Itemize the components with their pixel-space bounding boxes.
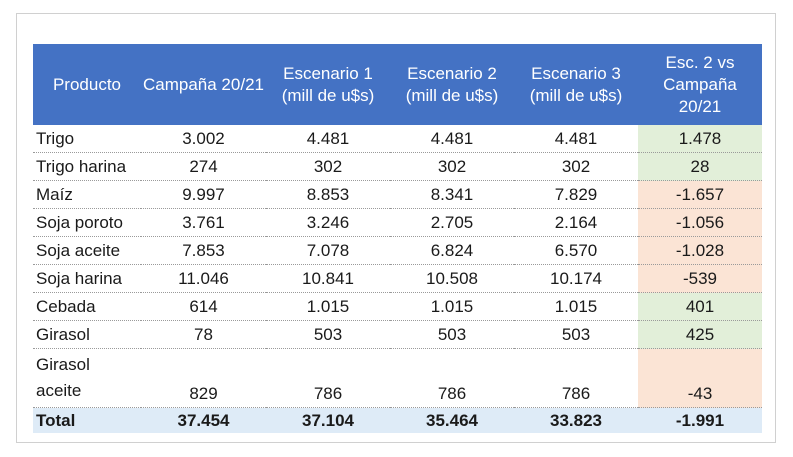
cell-producto: Cebada	[33, 292, 141, 321]
cell-escenario-2: 302	[390, 152, 514, 181]
cell-producto: Soja harina	[33, 264, 141, 293]
cell-campana: 829	[141, 348, 266, 408]
cell-escenario-3: 2.164	[514, 208, 638, 237]
header-row: Producto Campaña 20/21 Escenario 1 (mill…	[33, 44, 762, 125]
cell-escenario-1: 503	[266, 320, 390, 349]
cell-campana: 11.046	[141, 264, 266, 293]
cell-escenario-2: 786	[390, 348, 514, 408]
table-row: Soja harina 11.046 10.841 10.508 10.174 -539	[33, 264, 762, 293]
header-escenario-2: Escenario 2 (mill de u$s)	[390, 44, 514, 125]
table-row: Soja poroto 3.761 3.246 2.705 2.164 -1.056	[33, 208, 762, 237]
cell-escenario-1: 4.481	[266, 125, 390, 153]
cell-escenario-1: 8.853	[266, 180, 390, 209]
total-cell-campana: 37.454	[141, 407, 266, 433]
cell-diff: -1.657	[638, 180, 762, 209]
cell-producto: Girasol	[33, 320, 141, 349]
cell-producto: Girasol aceite	[33, 348, 141, 408]
cell-campana: 274	[141, 152, 266, 181]
table-row: Girasol 78 503 503 503 425	[33, 320, 762, 349]
cell-escenario-2: 6.824	[390, 236, 514, 265]
total-cell-diff: -1.991	[638, 407, 762, 433]
cell-escenario-3: 1.015	[514, 292, 638, 321]
total-row: Total 37.454 37.104 35.464 33.823 -1.991	[33, 407, 762, 433]
cell-escenario-2: 10.508	[390, 264, 514, 293]
table-row: Maíz 9.997 8.853 8.341 7.829 -1.657	[33, 180, 762, 209]
cell-producto: Soja poroto	[33, 208, 141, 237]
cell-diff: -539	[638, 264, 762, 293]
cell-escenario-2: 503	[390, 320, 514, 349]
cell-campana: 78	[141, 320, 266, 349]
header-producto: Producto	[33, 44, 141, 125]
table-row: Trigo harina 274 302 302 302 28	[33, 152, 762, 181]
cell-diff: -43	[638, 348, 762, 408]
cell-diff: -1.056	[638, 208, 762, 237]
cell-escenario-1: 7.078	[266, 236, 390, 265]
cell-escenario-3: 7.829	[514, 180, 638, 209]
cell-escenario-1: 10.841	[266, 264, 390, 293]
total-cell-escenario-2: 35.464	[390, 407, 514, 433]
cell-escenario-1: 786	[266, 348, 390, 408]
header-diff: Esc. 2 vs Campaña 20/21	[638, 44, 762, 125]
cell-escenario-2: 1.015	[390, 292, 514, 321]
cell-escenario-1: 1.015	[266, 292, 390, 321]
exports-table: Producto Campaña 20/21 Escenario 1 (mill…	[33, 44, 762, 433]
cell-escenario-3: 786	[514, 348, 638, 408]
cell-escenario-3: 6.570	[514, 236, 638, 265]
header-escenario-1: Escenario 1 (mill de u$s)	[266, 44, 390, 125]
cell-producto: Maíz	[33, 180, 141, 209]
cell-escenario-3: 4.481	[514, 125, 638, 153]
cell-campana: 7.853	[141, 236, 266, 265]
cell-campana: 9.997	[141, 180, 266, 209]
cell-campana: 614	[141, 292, 266, 321]
cell-producto: Soja aceite	[33, 236, 141, 265]
total-cell-escenario-3: 33.823	[514, 407, 638, 433]
header-campana: Campaña 20/21	[141, 44, 266, 125]
cell-campana: 3.761	[141, 208, 266, 237]
table-row: Cebada 614 1.015 1.015 1.015 401	[33, 292, 762, 321]
cell-producto: Trigo harina	[33, 152, 141, 181]
cell-escenario-1: 302	[266, 152, 390, 181]
cell-producto: Trigo	[33, 125, 141, 153]
cell-escenario-2: 8.341	[390, 180, 514, 209]
cell-escenario-2: 4.481	[390, 125, 514, 153]
cell-campana: 3.002	[141, 125, 266, 153]
header-escenario-3: Escenario 3 (mill de u$s)	[514, 44, 638, 125]
table-row: Trigo 3.002 4.481 4.481 4.481 1.478	[33, 125, 762, 153]
cell-escenario-1: 3.246	[266, 208, 390, 237]
cell-diff: 401	[638, 292, 762, 321]
cell-escenario-3: 302	[514, 152, 638, 181]
cell-diff: 28	[638, 152, 762, 181]
cell-diff: 425	[638, 320, 762, 349]
total-cell-producto: Total	[33, 407, 141, 433]
cell-escenario-3: 503	[514, 320, 638, 349]
table-row: Girasol aceite 829 786 786 786 -43	[33, 348, 762, 408]
cell-diff: 1.478	[638, 125, 762, 153]
total-cell-escenario-1: 37.104	[266, 407, 390, 433]
cell-escenario-2: 2.705	[390, 208, 514, 237]
table-row: Soja aceite 7.853 7.078 6.824 6.570 -1.028	[33, 236, 762, 265]
cell-escenario-3: 10.174	[514, 264, 638, 293]
cell-diff: -1.028	[638, 236, 762, 265]
